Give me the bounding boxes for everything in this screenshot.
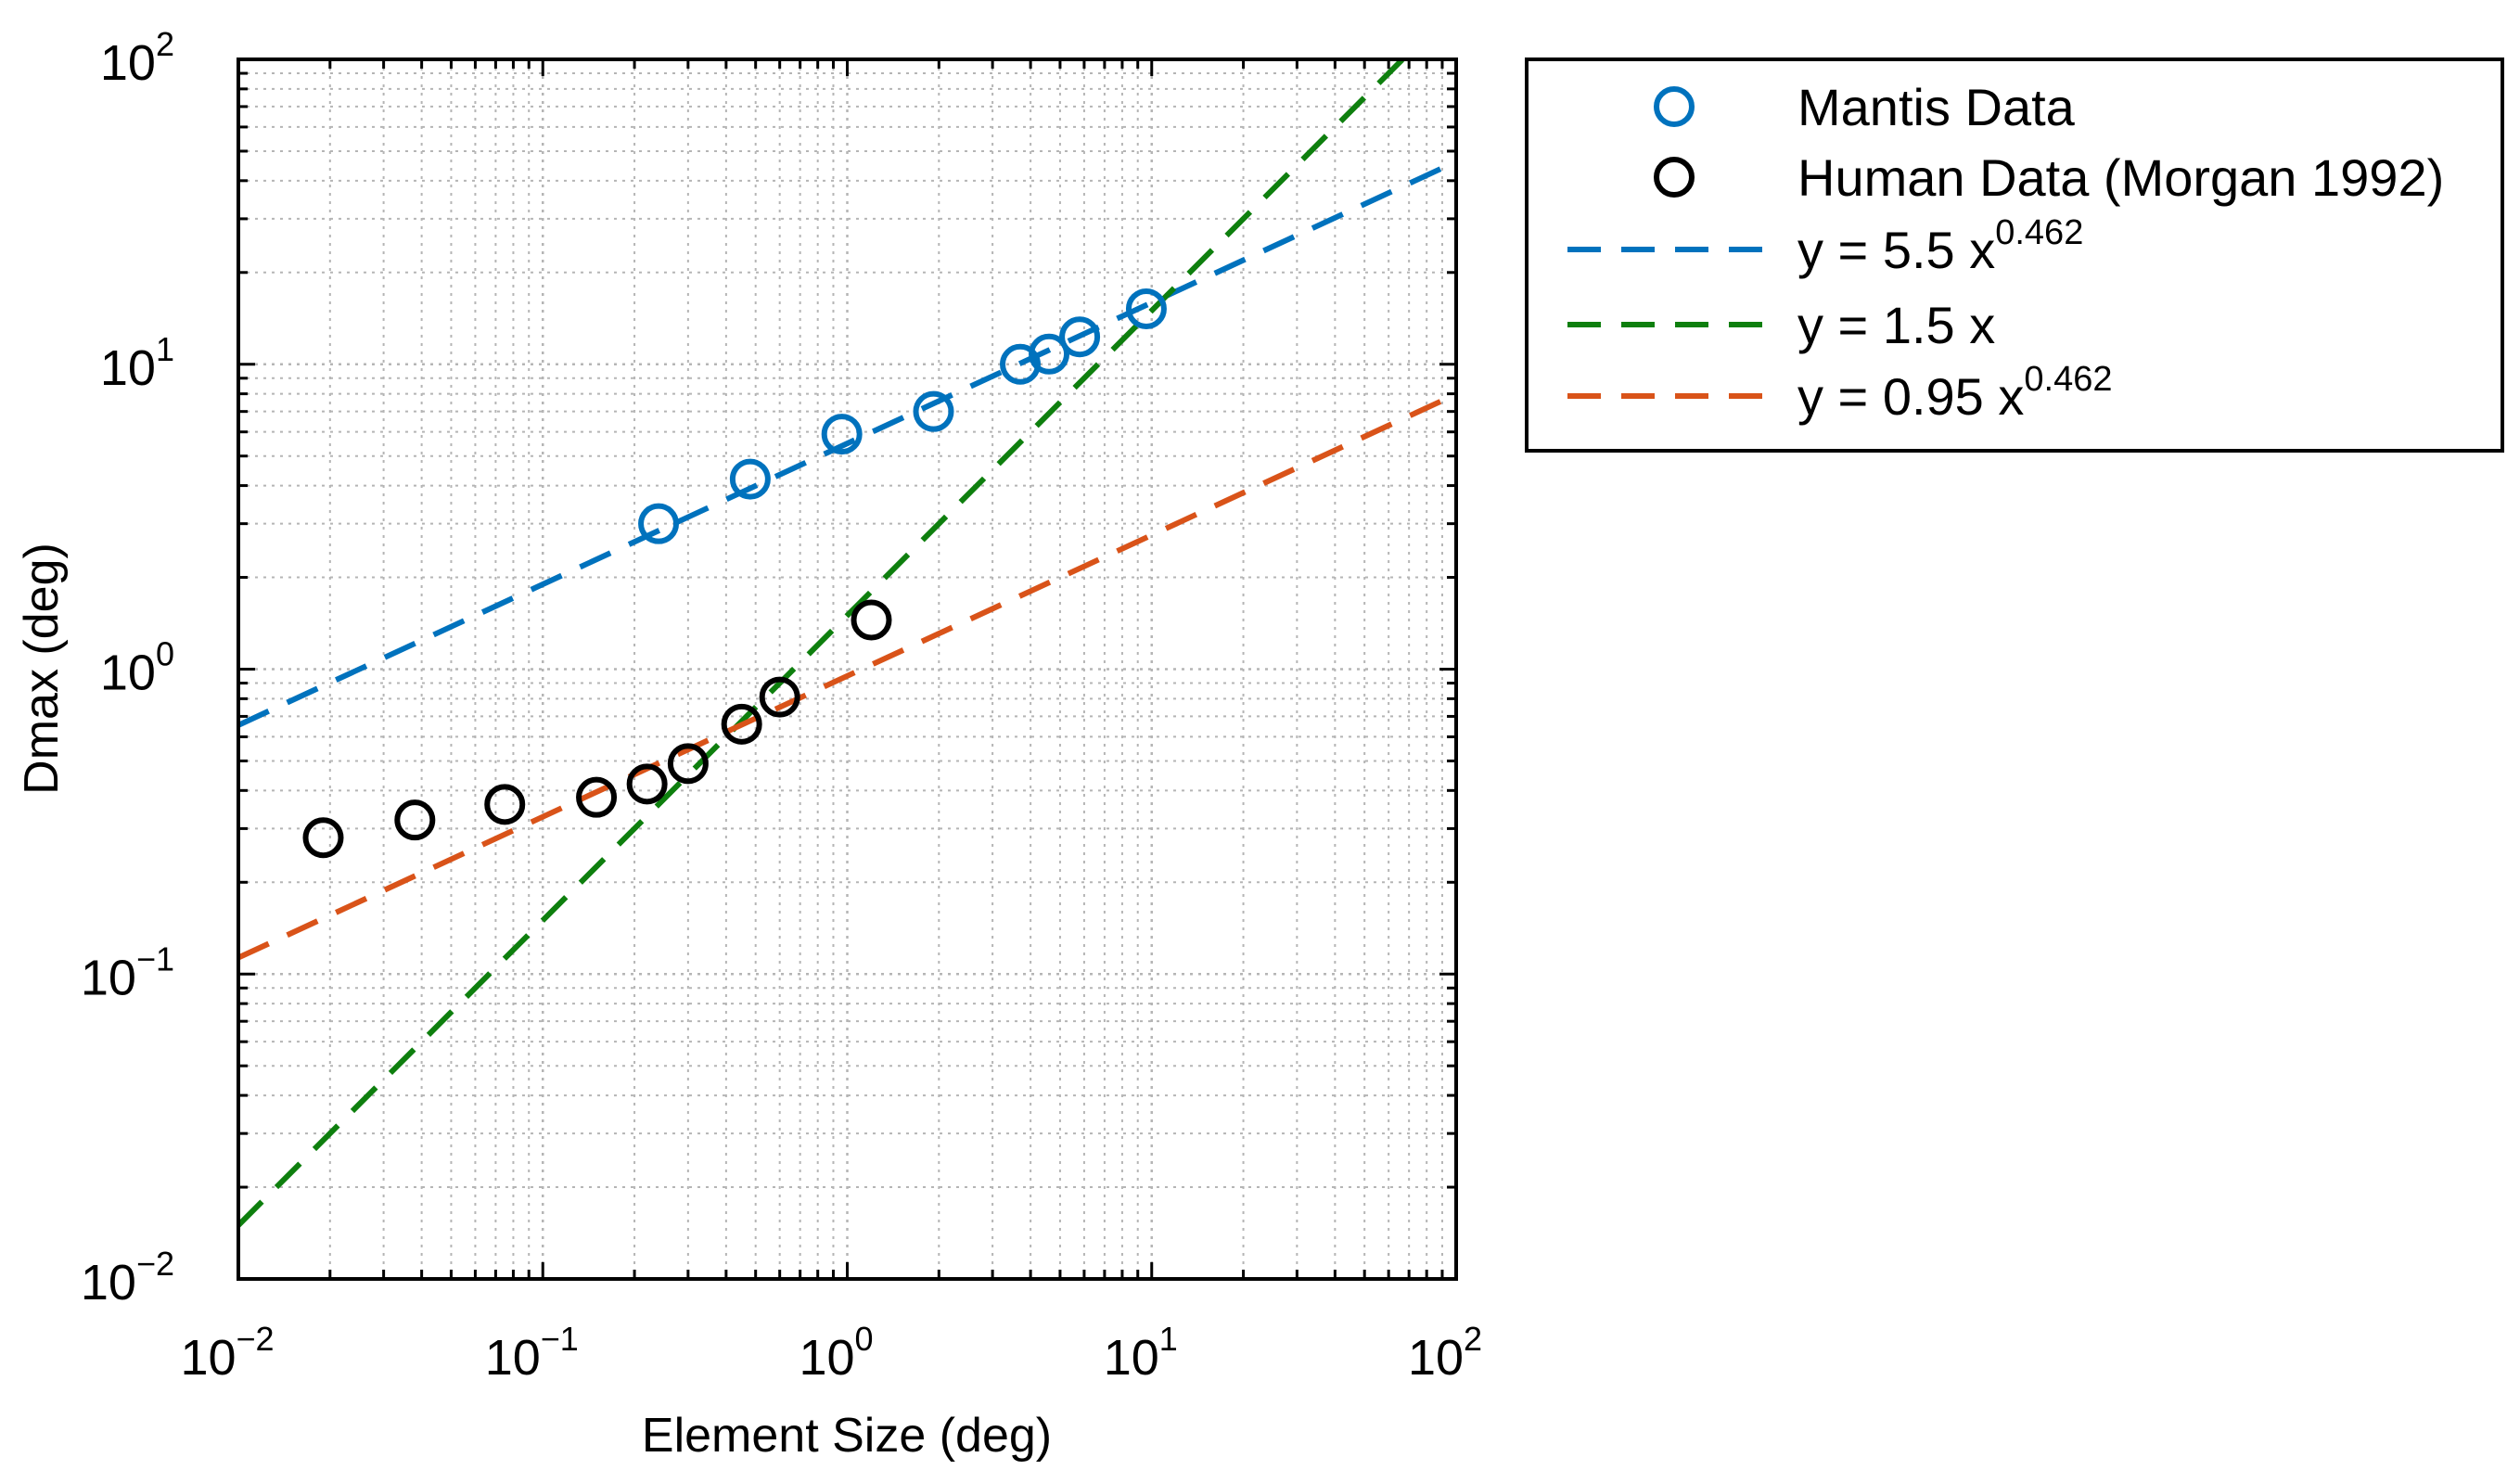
legend-label: y = 5.5 x0.462 xyxy=(1797,213,2083,279)
x-tick-label: 102 xyxy=(1408,1320,1482,1386)
mantis-data-point xyxy=(1059,316,1101,358)
axis-ticks xyxy=(237,58,1458,1281)
y-tick-label: 101 xyxy=(100,330,174,396)
fit-line-2 xyxy=(238,59,1407,1228)
human-data-point xyxy=(626,763,668,805)
human-data-point xyxy=(576,776,618,818)
x-tick-label: 10−2 xyxy=(180,1320,274,1386)
human-data-point xyxy=(667,743,709,785)
x-axis-title: Element Size (deg) xyxy=(642,1409,1052,1463)
x-tick-label: 100 xyxy=(799,1320,873,1386)
mantis-data-point xyxy=(638,503,680,544)
human-data-point xyxy=(484,784,526,825)
human-data-point xyxy=(851,599,892,641)
human-data-point xyxy=(394,799,436,841)
legend-marker-mantis xyxy=(1654,86,1695,127)
data-markers xyxy=(302,288,1167,859)
mantis-data-point xyxy=(729,458,771,500)
fit-lines xyxy=(238,59,1456,1228)
legend-marker-human xyxy=(1654,157,1695,198)
y-tick-label: 100 xyxy=(100,635,174,701)
mantis-data-point xyxy=(913,390,954,432)
legend-label: y = 0.95 x0.462 xyxy=(1797,360,2112,426)
mantis-data-point xyxy=(1125,288,1167,329)
mantis-data-point xyxy=(1029,333,1070,375)
legend-label: Mantis Data xyxy=(1797,78,2076,136)
tick-labels: 10−2 10−1 100 101 102 10−2 10−1 100 101 102 xyxy=(81,25,1482,1386)
legend: Mantis Data Human Data (Morgan 1992) y = 5… xyxy=(1525,58,2504,453)
human-data-point xyxy=(302,817,344,859)
human-data-point xyxy=(721,703,762,745)
legend-label: y = 1.5 x xyxy=(1797,296,1995,354)
fit-line-3 xyxy=(238,391,1456,961)
x-tick-label: 101 xyxy=(1104,1320,1178,1386)
y-tick-label: 102 xyxy=(100,25,174,91)
y-axis-title: Dmax (deg) xyxy=(15,543,69,795)
legend-label: Human Data (Morgan 1992) xyxy=(1797,148,2444,207)
mantis-data-point xyxy=(821,414,863,455)
y-tick-label: 10−2 xyxy=(81,1245,174,1310)
human-data-point xyxy=(759,676,800,718)
legend-box xyxy=(1525,58,2504,453)
fit-line-1 xyxy=(238,159,1456,728)
grid xyxy=(238,59,1456,1279)
y-tick-label: 10−1 xyxy=(81,940,174,1005)
x-tick-label: 10−1 xyxy=(485,1320,579,1386)
